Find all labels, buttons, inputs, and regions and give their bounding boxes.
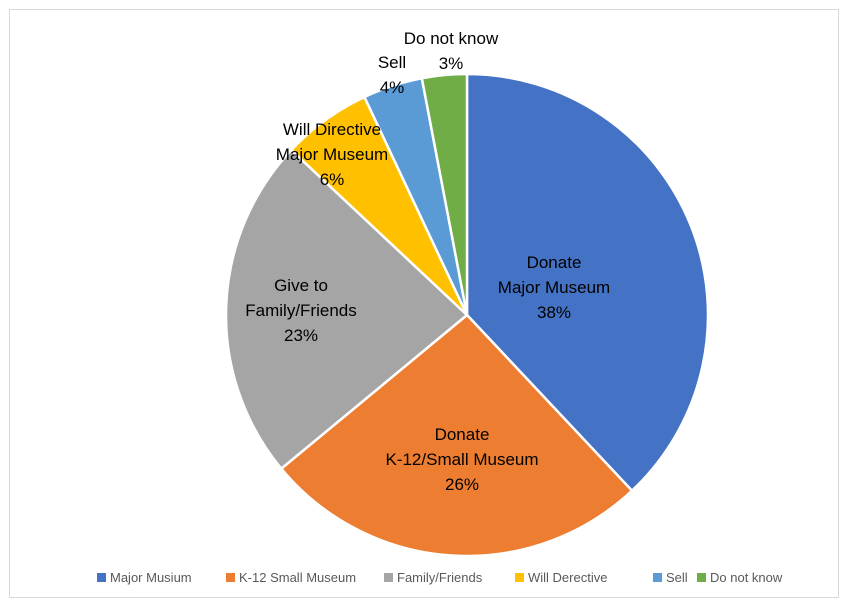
legend-item-will-directive: Will Derective — [515, 570, 607, 585]
legend-item-family-friends: Family/Friends — [384, 570, 483, 585]
legend-swatch-will-directive — [515, 573, 524, 582]
legend-label-will-directive: Will Derective — [528, 570, 607, 585]
legend-swatch-family-friends — [384, 573, 393, 582]
pie-chart: Donate Major Museum 38%Donate K-12/Small Mu… — [10, 10, 838, 597]
data-label-sell: Sell 4% — [378, 53, 406, 97]
legend-item-sell: Sell — [653, 570, 688, 585]
data-label-do-not-know: Do not know 3% — [404, 29, 499, 73]
legend-label-family-friends: Family/Friends — [397, 570, 483, 585]
legend-label-major-museum: Major Musium — [110, 570, 192, 585]
legend-item-do-not-know: Do not know — [697, 570, 783, 585]
legend-swatch-sell — [653, 573, 662, 582]
legend-swatch-major-museum — [97, 573, 106, 582]
legend-swatch-do-not-know — [697, 573, 706, 582]
legend: Major Musium K-12 Small Museum Family/Frie… — [97, 570, 783, 585]
legend-swatch-k12-small-museum — [226, 573, 235, 582]
legend-item-k12-small-museum: K-12 Small Museum — [226, 570, 356, 585]
legend-item-major-museum: Major Musium — [97, 570, 192, 585]
legend-label-do-not-know: Do not know — [710, 570, 783, 585]
legend-label-sell: Sell — [666, 570, 688, 585]
chart-frame: Donate Major Museum 38% Donate K-12/Small Mu… — [9, 9, 839, 598]
legend-label-k12-small-museum: K-12 Small Museum — [239, 570, 356, 585]
